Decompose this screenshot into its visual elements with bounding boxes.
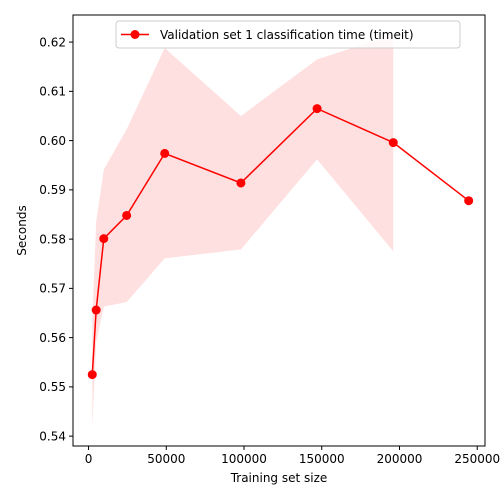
x-tick-label: 0 <box>85 452 93 466</box>
x-tick-label: 200000 <box>377 452 423 466</box>
legend-box <box>115 20 461 49</box>
data-point <box>160 148 170 158</box>
y-tick-label: 0.58 <box>39 232 66 246</box>
data-point <box>236 178 246 188</box>
confidence-band-layer <box>92 34 394 429</box>
legend-label: Validation set 1 classification time (ti… <box>160 28 414 42</box>
x-tick-label: 250000 <box>454 452 500 466</box>
data-point <box>464 196 474 206</box>
y-tick-label: 0.61 <box>39 85 66 99</box>
x-tick-label: 50000 <box>147 452 185 466</box>
series-marker-layer <box>87 104 474 380</box>
plot-frame <box>72 14 486 447</box>
data-point <box>91 305 101 315</box>
y-axis-ticks: 0.54 0.55 0.56 0.57 0.58 0.59 0.60 0.61 0.62 <box>39 35 73 443</box>
x-axis-label: Training set size <box>230 471 328 485</box>
data-point <box>388 138 398 148</box>
data-point <box>122 210 132 220</box>
data-point <box>99 234 109 244</box>
y-tick-label: 0.57 <box>39 282 66 296</box>
y-tick-label: 0.59 <box>39 183 66 197</box>
y-tick-label: 0.60 <box>39 134 66 148</box>
legend-marker-swatch <box>130 30 140 39</box>
y-axis-label: Seconds <box>15 205 29 255</box>
y-tick-label: 0.56 <box>39 331 66 345</box>
data-point <box>87 370 97 380</box>
confidence-band <box>92 34 394 429</box>
y-tick-label: 0.62 <box>39 35 66 49</box>
x-axis-ticks: 0 50000 100000 150000 200000 250000 <box>85 446 500 466</box>
x-tick-label: 150000 <box>299 452 345 466</box>
x-tick-label: 100000 <box>221 452 267 466</box>
y-tick-label: 0.55 <box>39 380 66 394</box>
data-point <box>312 104 322 114</box>
y-tick-label: 0.54 <box>39 429 66 443</box>
chart-legend: Validation set 1 classification time (ti… <box>115 20 461 49</box>
